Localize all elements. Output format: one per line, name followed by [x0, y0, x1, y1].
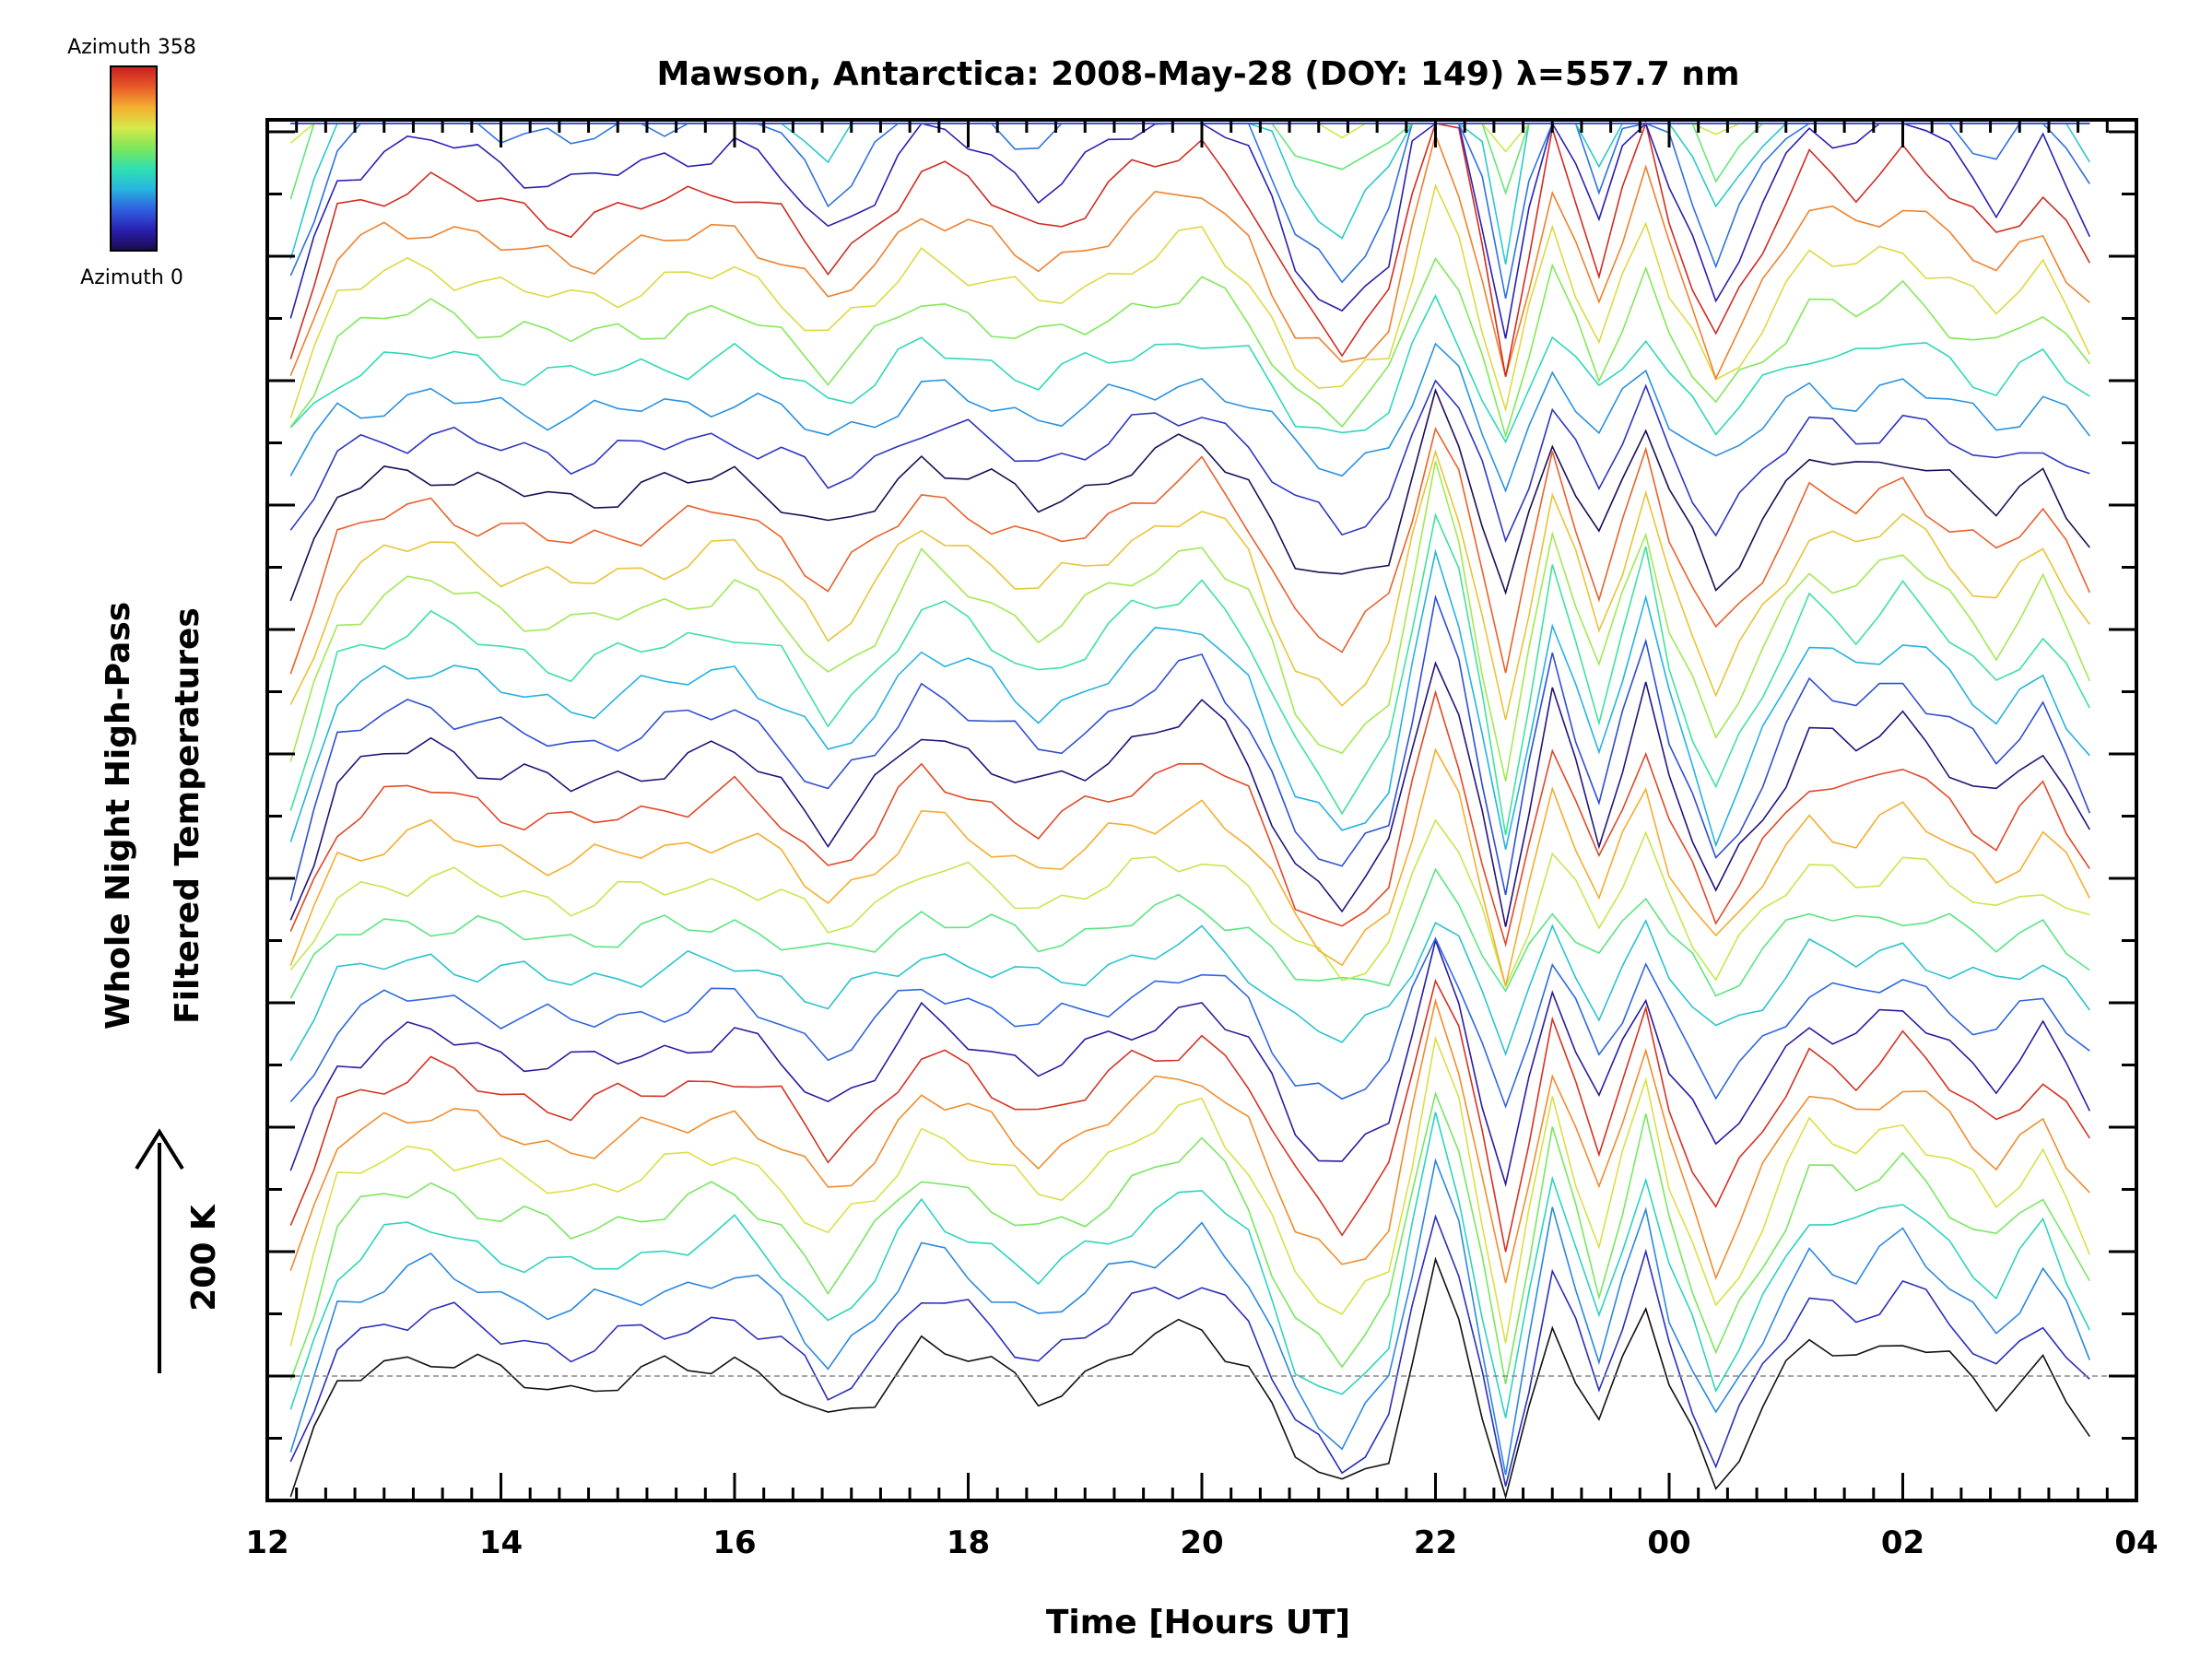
series-line [289, 1158, 2091, 1476]
series-line [289, 1256, 2090, 1500]
chart-title: Mawson, Antarctica: 2008-May-28 (DOY: 14… [657, 55, 1740, 93]
colorbar-top-label: Azimuth 358 [67, 36, 196, 59]
x-tick-label: 02 [1881, 1524, 1924, 1561]
series-line [289, 936, 2090, 1109]
series-line [289, 512, 2091, 836]
colorbar-legend: Azimuth 358 Azimuth 0 [67, 36, 196, 289]
series-line [289, 818, 2090, 989]
series-line [289, 379, 2090, 544]
series-line [289, 461, 2091, 782]
series-line [289, 183, 2091, 418]
series-line [289, 747, 2091, 986]
plot-frame [265, 118, 2138, 1502]
series-line [289, 427, 2091, 675]
y-axis-label-line1: Whole Night High-Pass [100, 602, 137, 1030]
series-line [289, 978, 2090, 1253]
y-axis-label-line2: Filtered Temperatures [169, 607, 206, 1024]
x-tick-label: 04 [2114, 1524, 2158, 1561]
series-group [289, 121, 2091, 1500]
x-tick-label: 14 [479, 1524, 523, 1561]
series-line [289, 661, 2090, 927]
series-line [289, 1112, 2091, 1418]
series-line [289, 1214, 2090, 1487]
series-line [289, 937, 2091, 1188]
x-tick-label: 18 [947, 1524, 990, 1561]
series-line [289, 867, 2090, 999]
series-line [289, 121, 2091, 339]
x-tick-label: 00 [1647, 1524, 1690, 1561]
series-line [289, 919, 2090, 1062]
axis-ticks [265, 120, 2138, 1500]
series-line [289, 123, 2090, 265]
series-line [289, 388, 2090, 602]
series-line [289, 1090, 2090, 1384]
scale-bar: 200 K [135, 1128, 223, 1373]
series-line [289, 594, 2091, 901]
series-line [289, 449, 2090, 721]
series-line [289, 256, 2090, 439]
x-tick-label: 20 [1180, 1524, 1223, 1561]
scale-bar-arrowhead [135, 1128, 184, 1171]
series-line [289, 689, 2090, 947]
series-line [289, 294, 2090, 444]
colorbar-gradient [110, 65, 158, 252]
series-line [289, 132, 2090, 381]
x-tick-label: 22 [1414, 1524, 1457, 1561]
series-line [289, 121, 2091, 377]
series-line [289, 997, 2090, 1284]
x-tick-label: 16 [712, 1524, 756, 1561]
x-axis-label: Time [Hours UT] [1046, 1604, 1350, 1641]
x-tick-labels: 12 14 16 18 20 22 00 02 04 [245, 1524, 2158, 1561]
series-line [289, 548, 2090, 850]
series-line [289, 342, 2090, 493]
colorbar-bottom-label: Azimuth 0 [80, 266, 183, 289]
x-tick-label: 12 [245, 1524, 288, 1561]
series-line [289, 1035, 2091, 1347]
scale-bar-label: 200 K [185, 1204, 223, 1312]
